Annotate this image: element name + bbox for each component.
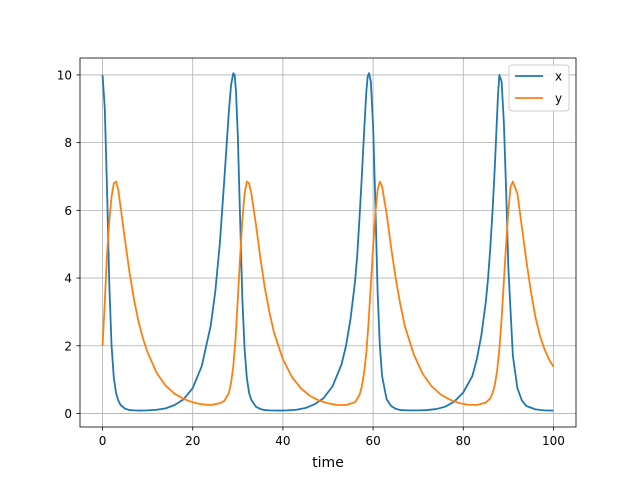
series-lines: [101, 72, 555, 412]
x-tick-label: 100: [542, 434, 565, 448]
x-tick-label: 0: [99, 434, 107, 448]
plot-frame: [79, 57, 577, 428]
series-line-x: [101, 72, 554, 412]
x-tick-label: 80: [456, 434, 471, 448]
y-tick-label: 6: [64, 204, 72, 218]
legend: xy: [508, 64, 570, 112]
legend-label-x: x: [555, 70, 562, 84]
y-tick-label: 8: [64, 136, 72, 150]
y-tick-label: 10: [57, 68, 72, 82]
x-tick-label: 20: [185, 434, 200, 448]
y-tick-label: 4: [64, 272, 72, 286]
series-line-y: [101, 180, 555, 406]
x-tick-label: 40: [275, 434, 290, 448]
y-tick-label: 2: [64, 339, 72, 353]
axis-ticks: 0 20 40 60 80 100 0 2 4 6 8 10: [57, 68, 565, 448]
x-axis-label: time: [312, 455, 344, 471]
legend-label-y: y: [555, 92, 562, 106]
x-tick-label: 60: [365, 434, 380, 448]
y-tick-label: 0: [64, 407, 72, 421]
